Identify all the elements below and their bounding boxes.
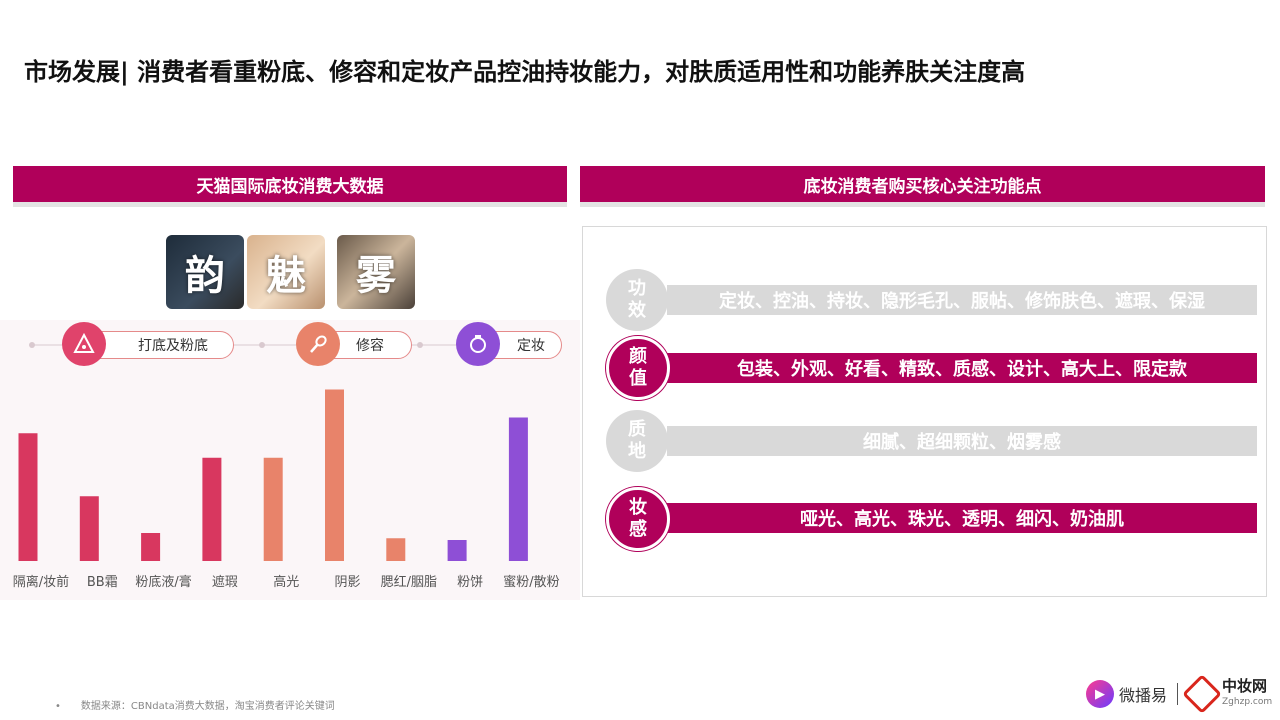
- left-panel-header: 天猫国际底妆消费大数据: [13, 166, 567, 207]
- x-tick-label: 隔离/妆前: [13, 574, 69, 590]
- feature-circle-efficacy: 功效: [606, 269, 668, 331]
- product-tile: 韵: [166, 235, 244, 309]
- bar-0: [18, 433, 38, 561]
- x-tick-label: 粉饼: [457, 575, 483, 590]
- feature-panel: [582, 226, 1267, 597]
- x-tick-label: 遮瑕: [212, 574, 238, 590]
- product-tile: 雾: [337, 235, 415, 309]
- feature-circle-finish: 妆感: [606, 487, 670, 551]
- footer-logos: ▶ 微播易 中妆网 Zghzp.com: [1086, 674, 1273, 714]
- bar-4: [263, 457, 283, 561]
- partner-logo-text: 中妆网: [1222, 677, 1268, 695]
- x-tick-label: 粉底液/膏: [135, 574, 191, 590]
- x-tick-label: BB霜: [87, 575, 118, 590]
- page-title: 市场发展| 消费者看重粉底、修容和定妆产品控油持妆能力，对肤质适用性和功能养肤关…: [24, 58, 1026, 86]
- x-tick-label: 腮红/胭脂: [381, 574, 437, 590]
- feature-bar-texture: 细腻、超细颗粒、烟雾感: [667, 426, 1257, 456]
- right-panel-header: 底妆消费者购买核心关注功能点: [580, 166, 1265, 207]
- feature-circle-appearance: 颜值: [606, 336, 670, 400]
- bar-8: [508, 417, 528, 561]
- feature-bar-finish: 哑光、高光、珠光、透明、细闪、奶油肌: [667, 503, 1257, 533]
- bar-2: [141, 533, 161, 561]
- bar-5: [325, 389, 344, 561]
- bar-chart: 隔离/妆前 BB霜 粉底液/膏 遮瑕 高光 阴影 腮红/胭脂 粉饼 蜜粉/散粉: [13, 389, 560, 590]
- brush-icon: [296, 322, 340, 366]
- partner-logo-url: Zghzp.com: [1222, 697, 1273, 707]
- logo-divider: [1177, 683, 1179, 705]
- bar-6: [386, 538, 406, 561]
- feature-bar-efficacy: 定妆、控油、持妆、隐形毛孔、服帖、修饰肤色、遮瑕、保湿: [667, 285, 1257, 315]
- x-tick-label: 高光: [273, 574, 299, 590]
- x-tick-label: 蜜粉/散粉: [503, 575, 559, 590]
- data-source-note: • 数据来源：CBNdata消费大数据，淘宝消费者评论关键词: [55, 701, 335, 712]
- feature-bar-appearance: 包装、外观、好看、精致、质感、设计、高大上、限定款: [667, 353, 1257, 383]
- brand-logo-text: 微播易: [1119, 686, 1168, 705]
- bar-1: [79, 496, 99, 561]
- powder-compact-icon: [456, 322, 500, 366]
- bar-7: [447, 540, 467, 561]
- product-tile: 魅: [247, 235, 325, 309]
- zhongzhuang-logo-icon: [1182, 674, 1222, 714]
- play-logo-icon: ▶: [1086, 680, 1114, 708]
- x-tick-label: 阴影: [334, 575, 360, 590]
- feature-circle-texture: 质地: [606, 410, 668, 472]
- bar-3: [202, 457, 222, 561]
- category-pill-foundation: 打底及粉底: [86, 331, 234, 359]
- triangle-sponge-icon: [62, 322, 106, 366]
